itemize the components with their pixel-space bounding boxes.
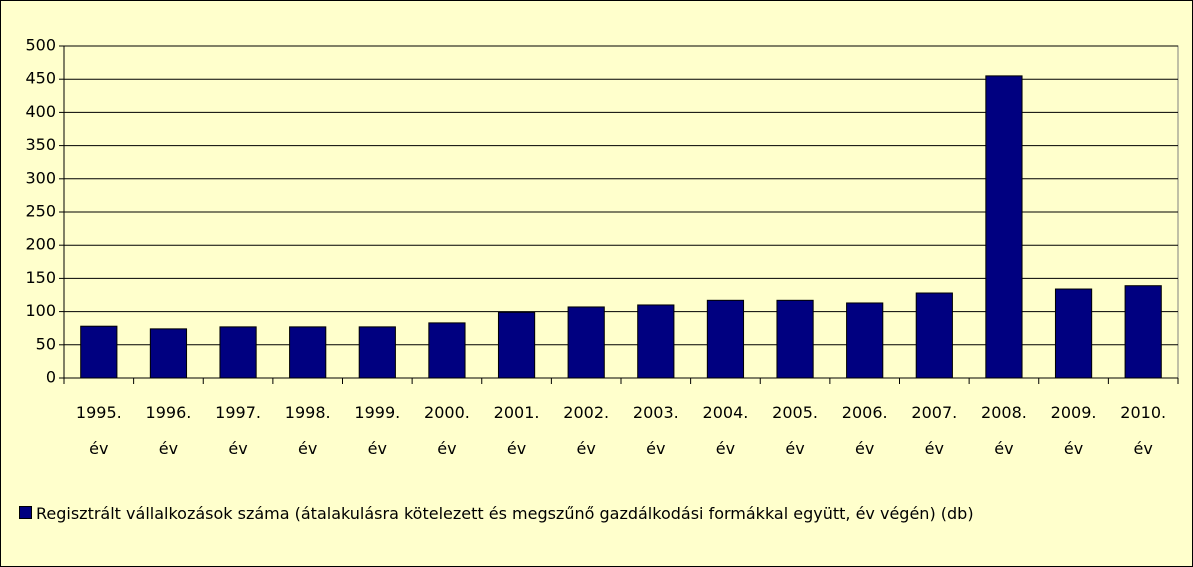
x-tick-label: 2000. év (424, 403, 470, 458)
x-tick-label: 2002. év (563, 403, 609, 458)
x-tick-label: 2008. év (981, 403, 1027, 458)
y-tick-label: 450 (25, 69, 56, 88)
y-tick-label: 200 (25, 235, 56, 254)
y-tick-label: 400 (25, 102, 56, 121)
bar (1124, 285, 1162, 379)
x-tick-label: 2010. év (1120, 403, 1166, 458)
y-tick-label: 100 (25, 301, 56, 320)
bar (985, 75, 1023, 379)
x-tick-label: 1999. év (354, 403, 400, 458)
legend-key (19, 506, 32, 519)
y-tick-label: 0 (46, 368, 56, 387)
legend-label: Regisztrált vállalkozások száma (átalaku… (36, 504, 974, 523)
bar (428, 322, 466, 379)
y-tick-label: 150 (25, 268, 56, 287)
bar (637, 304, 675, 379)
x-tick-label: 2005. év (772, 403, 818, 458)
legend: Regisztrált vállalkozások száma (átalaku… (19, 501, 1179, 527)
bar (915, 292, 953, 379)
x-tick-label: 2006. év (842, 403, 888, 458)
bar (776, 299, 814, 379)
x-tick-label: 2007. év (911, 403, 957, 458)
x-tick-label: 1995. év (76, 403, 122, 458)
x-tick-label: 2003. év (633, 403, 679, 458)
bar (497, 311, 536, 379)
bar (219, 326, 257, 379)
x-tick-label: 1997. év (215, 403, 261, 458)
x-tick-label: 2009. év (1051, 403, 1097, 458)
bar (358, 326, 396, 379)
bar (149, 328, 188, 379)
y-tick-label: 300 (25, 168, 56, 187)
y-tick-label: 500 (25, 36, 56, 55)
y-tick-label: 350 (25, 135, 56, 154)
y-tick-label: 250 (25, 202, 56, 221)
bar (1054, 288, 1093, 379)
bar (289, 326, 327, 379)
bar (80, 325, 118, 379)
y-tick-label: 50 (36, 334, 56, 353)
bar (567, 306, 605, 379)
bar (706, 299, 745, 379)
x-tick-label: 1996. év (146, 403, 192, 458)
bar (846, 302, 884, 379)
x-tick-label: 1998. év (285, 403, 331, 458)
x-tick-label: 2004. év (703, 403, 749, 458)
x-tick-label: 2001. év (494, 403, 540, 458)
